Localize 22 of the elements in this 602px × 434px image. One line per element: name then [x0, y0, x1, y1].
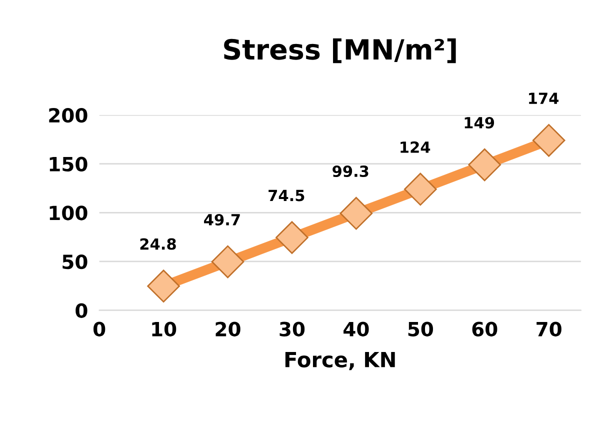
data-label: 49.7 [204, 214, 240, 226]
data-label: 24.8 [140, 238, 176, 250]
x-tick-label: 30 [280, 322, 305, 336]
data-label: 74.5 [268, 190, 304, 202]
x-tick-label: 10 [152, 322, 176, 336]
x-tick-label: 0 [93, 322, 106, 336]
x-tick-label: 70 [536, 322, 562, 336]
data-label: 174 [529, 92, 559, 104]
y-tick-label: 150 [50, 156, 88, 172]
x-axis-title: Force, KN [285, 352, 395, 370]
y-tick-label: 50 [62, 254, 88, 270]
data-label: 124 [400, 141, 430, 153]
y-tick-label: 200 [49, 108, 88, 123]
y-tick-label: 0 [76, 303, 88, 318]
data-label: 149 [464, 116, 494, 129]
x-tick-label: 50 [408, 322, 433, 336]
data-label: 99.3 [332, 165, 368, 178]
x-tick-label: 40 [344, 322, 369, 336]
x-tick-label: 20 [216, 322, 240, 336]
y-tick-label: 100 [50, 206, 88, 220]
chart-title: Stress [MN/m²] [224, 38, 456, 64]
x-tick-label: 60 [472, 322, 498, 336]
